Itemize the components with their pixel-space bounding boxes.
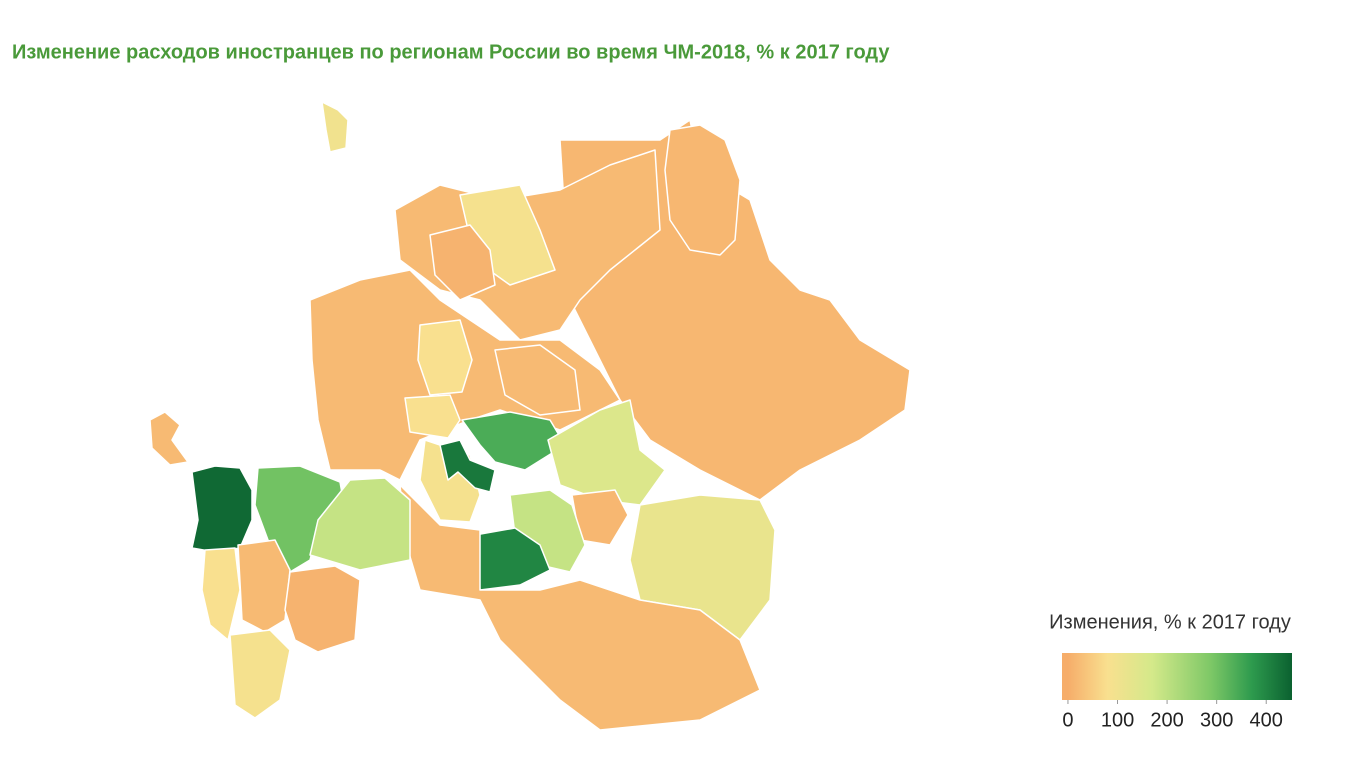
legend-tick-label: 300 xyxy=(1200,709,1233,731)
legend-title: Изменения, % к 2017 году xyxy=(1049,611,1291,633)
region xyxy=(237,539,291,633)
region xyxy=(429,224,496,301)
region xyxy=(439,439,496,493)
region xyxy=(191,465,253,553)
region xyxy=(399,484,761,731)
chart-title: Изменение расходов иностранцев по регион… xyxy=(12,41,890,63)
region xyxy=(201,547,241,641)
region xyxy=(461,411,566,471)
region xyxy=(309,477,411,571)
legend-tick-label: 200 xyxy=(1150,709,1183,731)
legend-tick-label: 0 xyxy=(1062,709,1073,731)
region xyxy=(547,399,666,506)
color-bar xyxy=(1062,653,1292,700)
map xyxy=(149,101,911,731)
region xyxy=(494,344,581,416)
region xyxy=(284,565,361,653)
region xyxy=(404,394,461,439)
region xyxy=(664,124,741,256)
legend-tick-label: 100 xyxy=(1101,709,1134,731)
region xyxy=(229,629,291,719)
region xyxy=(321,101,349,153)
region xyxy=(149,411,189,466)
legend-tick-label: 400 xyxy=(1250,709,1283,731)
region xyxy=(417,319,473,396)
